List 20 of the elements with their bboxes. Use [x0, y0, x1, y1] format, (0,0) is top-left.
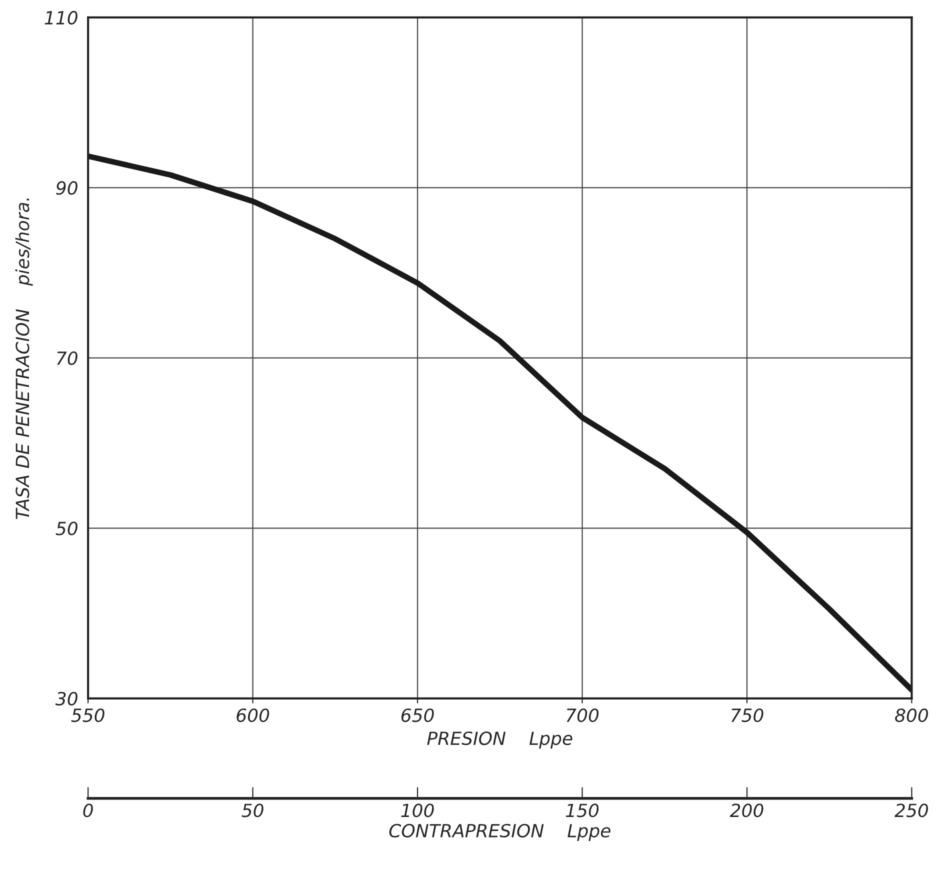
x2-tick-label: 200: [730, 804, 764, 818]
y-tick-label: 70: [57, 351, 78, 366]
y-tick-label: 50: [56, 522, 78, 536]
x2-tick-label: 0: [83, 804, 93, 818]
y-axis-title: TASA DE PENETRACION pies/hora.: [15, 198, 33, 520]
x-axis-title: PRESION Lppe: [427, 731, 572, 749]
y-tick-label: 90: [56, 181, 78, 195]
x2-tick-label: 150: [566, 804, 599, 818]
x-tick-label: 700: [566, 708, 599, 722]
x-tick-label: 600: [236, 708, 270, 722]
y-tick-label: 110: [44, 10, 78, 25]
x2-tick-label: 100: [401, 804, 434, 818]
x2-tick-label: 250: [894, 804, 928, 818]
x-tick-label: 550: [71, 708, 104, 722]
y-tick-label: 30: [55, 692, 78, 706]
x-tick-label: 800: [895, 708, 928, 722]
x2-tick-label: 50: [242, 804, 264, 818]
x-tick-label: 650: [401, 708, 434, 722]
x2-axis-title: CONTRAPRESION Lppe: [389, 824, 610, 841]
x-tick-label: 750: [731, 708, 764, 722]
